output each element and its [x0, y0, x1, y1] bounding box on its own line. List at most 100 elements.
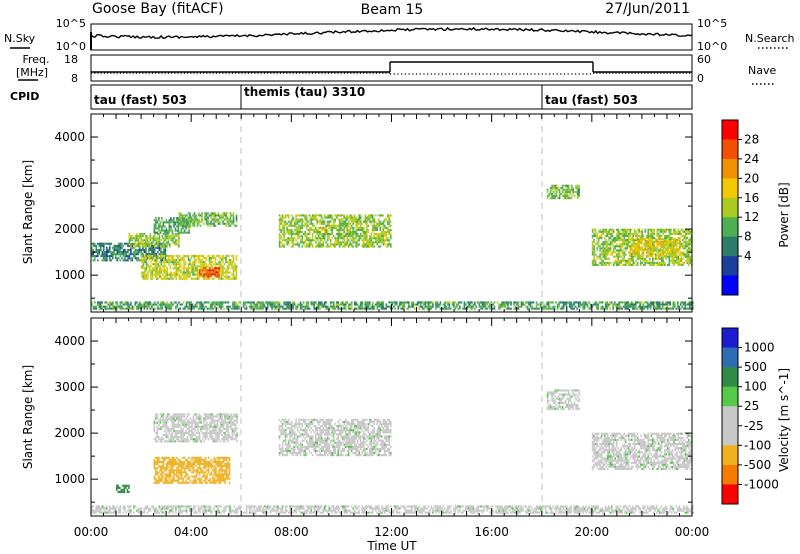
heatmap-cell: [639, 234, 642, 237]
heatmap-cell: [153, 423, 156, 426]
colorbar-box: [722, 139, 738, 160]
heatmap-cell: [387, 228, 389, 231]
heatmap-cell: [600, 243, 603, 246]
heatmap-cell: [469, 307, 472, 310]
heatmap-cell: [178, 224, 181, 227]
heatmap-cell: [193, 220, 196, 223]
heatmap-cell: [153, 438, 156, 441]
heatmap-cell: [475, 305, 478, 308]
heatmap-cell: [155, 255, 158, 258]
heatmap-cell: [427, 301, 430, 304]
heatmap-cell: [208, 254, 211, 257]
heatmap-cell: [163, 269, 166, 272]
heatmap-cell: [193, 269, 196, 272]
heatmap-cell: [212, 429, 214, 432]
heatmap-cell: [271, 307, 273, 310]
heatmap-cell: [180, 440, 183, 443]
heatmap-cell: [186, 273, 188, 276]
heatmap-cell: [183, 273, 185, 276]
heatmap-cell: [644, 248, 646, 251]
heatmap-cell: [611, 243, 613, 246]
heatmap-cell: [157, 305, 159, 308]
heatmap-cell: [478, 303, 481, 306]
heatmap-cell: [627, 261, 630, 264]
heatmap-cell: [332, 222, 335, 225]
heatmap-cell: [656, 239, 658, 242]
colorbar-box: [722, 158, 738, 179]
heatmap-cell: [670, 245, 672, 248]
heatmap-cell: [344, 301, 347, 304]
heatmap-cell: [648, 259, 651, 262]
heatmap-cell: [190, 277, 193, 280]
heatmap-cell: [109, 244, 111, 247]
heatmap-cell: [381, 233, 383, 236]
heatmap-cell: [649, 307, 652, 310]
heatmap-cell: [689, 261, 692, 264]
heatmap-cell: [445, 307, 448, 310]
heatmap-cell: [106, 259, 108, 262]
heatmap-cell: [179, 231, 181, 234]
heatmap-cell: [420, 305, 422, 308]
heatmap-cell: [174, 259, 176, 262]
heatmap-cell: [683, 303, 685, 306]
heatmap-cell: [564, 184, 567, 187]
heatmap-cell: [163, 243, 165, 246]
heatmap-cell: [325, 231, 327, 234]
heatmap-cell: [153, 223, 156, 226]
heatmap-cell: [331, 224, 333, 227]
heatmap-cell: [639, 230, 642, 233]
heatmap-cell: [331, 231, 333, 234]
heatmap-cell: [319, 218, 321, 221]
heatmap-cell: [189, 223, 192, 226]
heatmap-cell: [160, 267, 163, 270]
heatmap-cell: [166, 303, 168, 306]
heatmap-cell: [623, 251, 625, 254]
heatmap-cell: [417, 303, 419, 306]
heatmap-cell: [572, 193, 574, 196]
heatmap-cell: [206, 275, 208, 278]
heatmap-cell: [155, 225, 157, 228]
heatmap-cell: [178, 275, 181, 278]
heatmap-cell: [465, 303, 467, 306]
heatmap-cell: [585, 301, 587, 304]
heatmap-cell: [185, 421, 187, 424]
heatmap-cell: [213, 277, 215, 280]
heatmap-cell: [212, 432, 214, 435]
heatmap-cell: [314, 241, 317, 244]
heatmap-cell: [169, 307, 171, 310]
heatmap-cell: [116, 246, 119, 249]
heatmap-cell: [557, 186, 559, 189]
heatmap-cell: [164, 248, 167, 251]
heatmap-cell: [662, 245, 665, 248]
heatmap-cell: [653, 230, 655, 233]
heatmap-cell: [618, 232, 621, 235]
heatmap-cell: [149, 248, 152, 251]
heatmap-cell: [158, 223, 160, 226]
heatmap-cell: [651, 228, 654, 231]
heatmap-cell: [116, 259, 119, 262]
heatmap-cell: [599, 255, 601, 258]
heatmap-cell: [192, 432, 195, 435]
heatmap-cell: [635, 248, 637, 251]
heatmap-cell: [660, 257, 663, 260]
heatmap-cell: [156, 427, 159, 430]
heatmap-cell: [659, 249, 661, 252]
heatmap-cell: [538, 307, 541, 310]
heatmap-cell: [641, 242, 643, 245]
heatmap-cell: [171, 427, 174, 430]
heatmap-cell: [560, 193, 562, 196]
heatmap-cell: [209, 303, 212, 306]
heatmap-cell: [161, 243, 164, 246]
heatmap-cell: [203, 417, 205, 420]
heatmap-cell: [688, 230, 690, 233]
heatmap-cell: [220, 265, 223, 268]
heatmap-cell: [341, 220, 344, 223]
heatmap-cell: [614, 255, 616, 258]
heatmap-cell: [669, 301, 672, 304]
heatmap-cell: [317, 241, 320, 244]
heatmap-cell: [204, 427, 207, 430]
heatmap-cell: [173, 241, 176, 244]
heatmap-cell: [142, 259, 145, 262]
heatmap-cell: [319, 303, 321, 306]
heatmap-cell: [631, 307, 634, 310]
